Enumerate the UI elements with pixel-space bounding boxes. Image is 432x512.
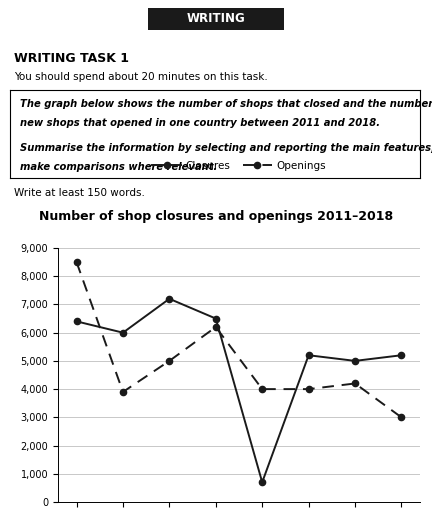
Text: The graph below shows the number of shops that closed and the number of: The graph below shows the number of shop… <box>20 99 432 109</box>
Legend: Closures, Openings: Closures, Openings <box>148 157 330 175</box>
Openings <box>213 324 219 330</box>
Line: Openings: Openings <box>73 259 404 420</box>
Text: You should spend about 20 minutes on this task.: You should spend about 20 minutes on thi… <box>14 72 268 82</box>
Closures <box>74 318 79 325</box>
Openings <box>74 259 79 265</box>
Closures <box>167 296 172 302</box>
Closures <box>213 315 219 322</box>
Closures <box>121 330 126 336</box>
Line: Closures: Closures <box>73 295 404 485</box>
Openings <box>353 380 358 387</box>
Text: Number of shop closures and openings 2011–2018: Number of shop closures and openings 201… <box>39 210 393 223</box>
Openings <box>121 389 126 395</box>
Text: make comparisons where relevant.: make comparisons where relevant. <box>20 162 217 172</box>
Openings <box>306 386 311 392</box>
Text: WRITING: WRITING <box>187 12 245 26</box>
Closures <box>353 358 358 364</box>
Closures <box>306 352 311 358</box>
Text: Summarise the information by selecting and reporting the main features, and: Summarise the information by selecting a… <box>20 143 432 153</box>
Openings <box>399 414 404 420</box>
Openings <box>260 386 265 392</box>
Text: WRITING TASK 1: WRITING TASK 1 <box>14 52 129 65</box>
Text: new shops that opened in one country between 2011 and 2018.: new shops that opened in one country bet… <box>20 118 380 128</box>
Closures <box>399 352 404 358</box>
Closures <box>260 479 265 485</box>
Openings <box>167 358 172 364</box>
Text: Write at least 150 words.: Write at least 150 words. <box>14 188 145 198</box>
